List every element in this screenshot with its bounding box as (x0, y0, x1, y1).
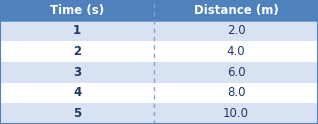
Text: 4: 4 (73, 87, 81, 99)
Text: Time (s): Time (s) (50, 4, 104, 17)
Text: 10.0: 10.0 (223, 107, 249, 120)
Text: 8.0: 8.0 (227, 87, 245, 99)
Text: 5: 5 (73, 107, 81, 120)
Text: Distance (m): Distance (m) (194, 4, 279, 17)
Text: 2: 2 (73, 45, 81, 58)
Text: 3: 3 (73, 66, 81, 79)
Text: 4.0: 4.0 (227, 45, 245, 58)
Text: 2.0: 2.0 (227, 25, 245, 37)
Text: 6.0: 6.0 (227, 66, 245, 79)
Text: 1: 1 (73, 25, 81, 37)
